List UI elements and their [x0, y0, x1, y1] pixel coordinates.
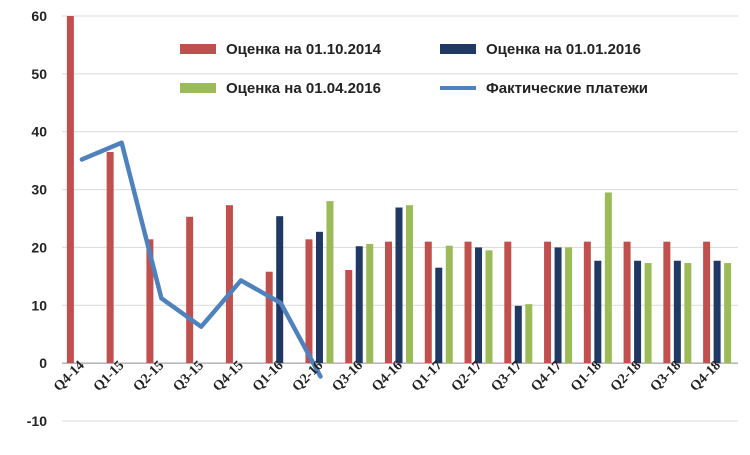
bar-series-2 [435, 267, 443, 364]
bar-series-3 [644, 263, 652, 364]
x-tick-label: Q1-15 [91, 358, 127, 394]
bar-series-1 [623, 241, 631, 364]
bar-series-2 [355, 246, 363, 364]
bar-series-1 [66, 16, 74, 364]
legend-swatch [440, 44, 476, 54]
x-tick-label: Q2-17 [449, 358, 485, 394]
bar-series-1 [186, 216, 194, 364]
x-tick-label: Q2-18 [608, 358, 644, 394]
bar-series-3 [485, 250, 493, 364]
bar-series-3 [604, 192, 612, 364]
bar-series-3 [724, 263, 732, 364]
bar-series-2 [395, 207, 403, 364]
x-tick-label: Q3-17 [489, 358, 525, 394]
bar-series-2 [315, 231, 323, 364]
bar-series-2 [673, 260, 681, 364]
bar-series-1 [663, 241, 671, 364]
y-axis-ticks: 60 50 40 30 20 10 0 -10 [27, 8, 47, 429]
legend-label: Оценка на 01.10.2014 [226, 41, 382, 58]
x-tick-label: Q3-15 [171, 358, 207, 394]
bar-series-1 [106, 151, 114, 364]
y-tick-label: 40 [31, 124, 47, 140]
bar-series-3 [445, 245, 453, 364]
bar-series-1 [424, 241, 432, 364]
y-tick-label: 30 [31, 182, 47, 198]
x-tick-label: Q4-18 [687, 358, 723, 394]
bar-series-1 [464, 241, 472, 364]
actual-payments-line [79, 140, 323, 379]
bar-series-3 [565, 247, 573, 364]
bar-series-1 [544, 241, 552, 364]
bar-series-1 [703, 241, 711, 364]
x-tick-label: Q1-18 [568, 358, 604, 394]
bar-series-2 [713, 260, 721, 364]
bar-series-3 [326, 201, 334, 364]
x-tick-label: Q4-16 [369, 358, 405, 394]
bar-series-1 [583, 241, 591, 364]
y-tick-label: 60 [31, 8, 47, 24]
x-tick-label: Q4-17 [528, 358, 564, 394]
bar-series-2 [475, 247, 483, 364]
bar-series-3 [525, 304, 533, 364]
bar-series-2 [276, 216, 284, 364]
y-tick-label: 20 [31, 239, 47, 255]
x-tick-label: Q1-16 [250, 358, 286, 394]
bar-series-2 [634, 260, 642, 364]
y-tick-label: -10 [27, 413, 47, 429]
bar-series-1 [305, 239, 313, 364]
x-tick-label: Q3-18 [648, 358, 684, 394]
x-tick-label: Q2-15 [131, 358, 167, 394]
y-tick-label: 10 [31, 297, 47, 313]
bar-series-3 [684, 263, 692, 364]
y-tick-label: 50 [31, 66, 47, 82]
bar-series-2 [514, 305, 522, 364]
bar-series-1 [265, 271, 273, 364]
y-tick-label: 0 [39, 355, 47, 371]
legend-label: Оценка на 01.04.2016 [226, 80, 381, 97]
legend-label: Фактические платежи [486, 80, 648, 97]
legend-swatch [180, 83, 216, 93]
bars [66, 16, 732, 364]
actual-payments-line-group [79, 140, 323, 379]
bar-series-2 [594, 260, 602, 364]
bar-series-3 [406, 205, 413, 364]
bar-series-3 [366, 243, 374, 364]
x-tick-label: Q1-17 [409, 358, 445, 394]
bar-series-1 [385, 241, 392, 364]
bar-series-1 [146, 239, 154, 364]
bar-series-1 [345, 269, 353, 364]
x-axis-ticks: Q4-14 Q1-15 Q2-15 Q3-15 Q4-15 Q1-16 Q2-16 Q3-16… [51, 358, 724, 394]
bar-series-1 [225, 205, 233, 364]
bar-series-2 [554, 247, 562, 364]
legend: Оценка на 01.10.2014 Оценка на 01.01.2016… [180, 41, 648, 97]
x-tick-label: Q3-16 [330, 358, 366, 394]
legend-label: Оценка на 01.01.2016 [486, 41, 641, 58]
bar-series-1 [504, 241, 512, 364]
x-tick-label: Q4-14 [51, 358, 87, 394]
legend-swatch [180, 44, 216, 54]
x-tick-label: Q4-15 [210, 358, 246, 394]
